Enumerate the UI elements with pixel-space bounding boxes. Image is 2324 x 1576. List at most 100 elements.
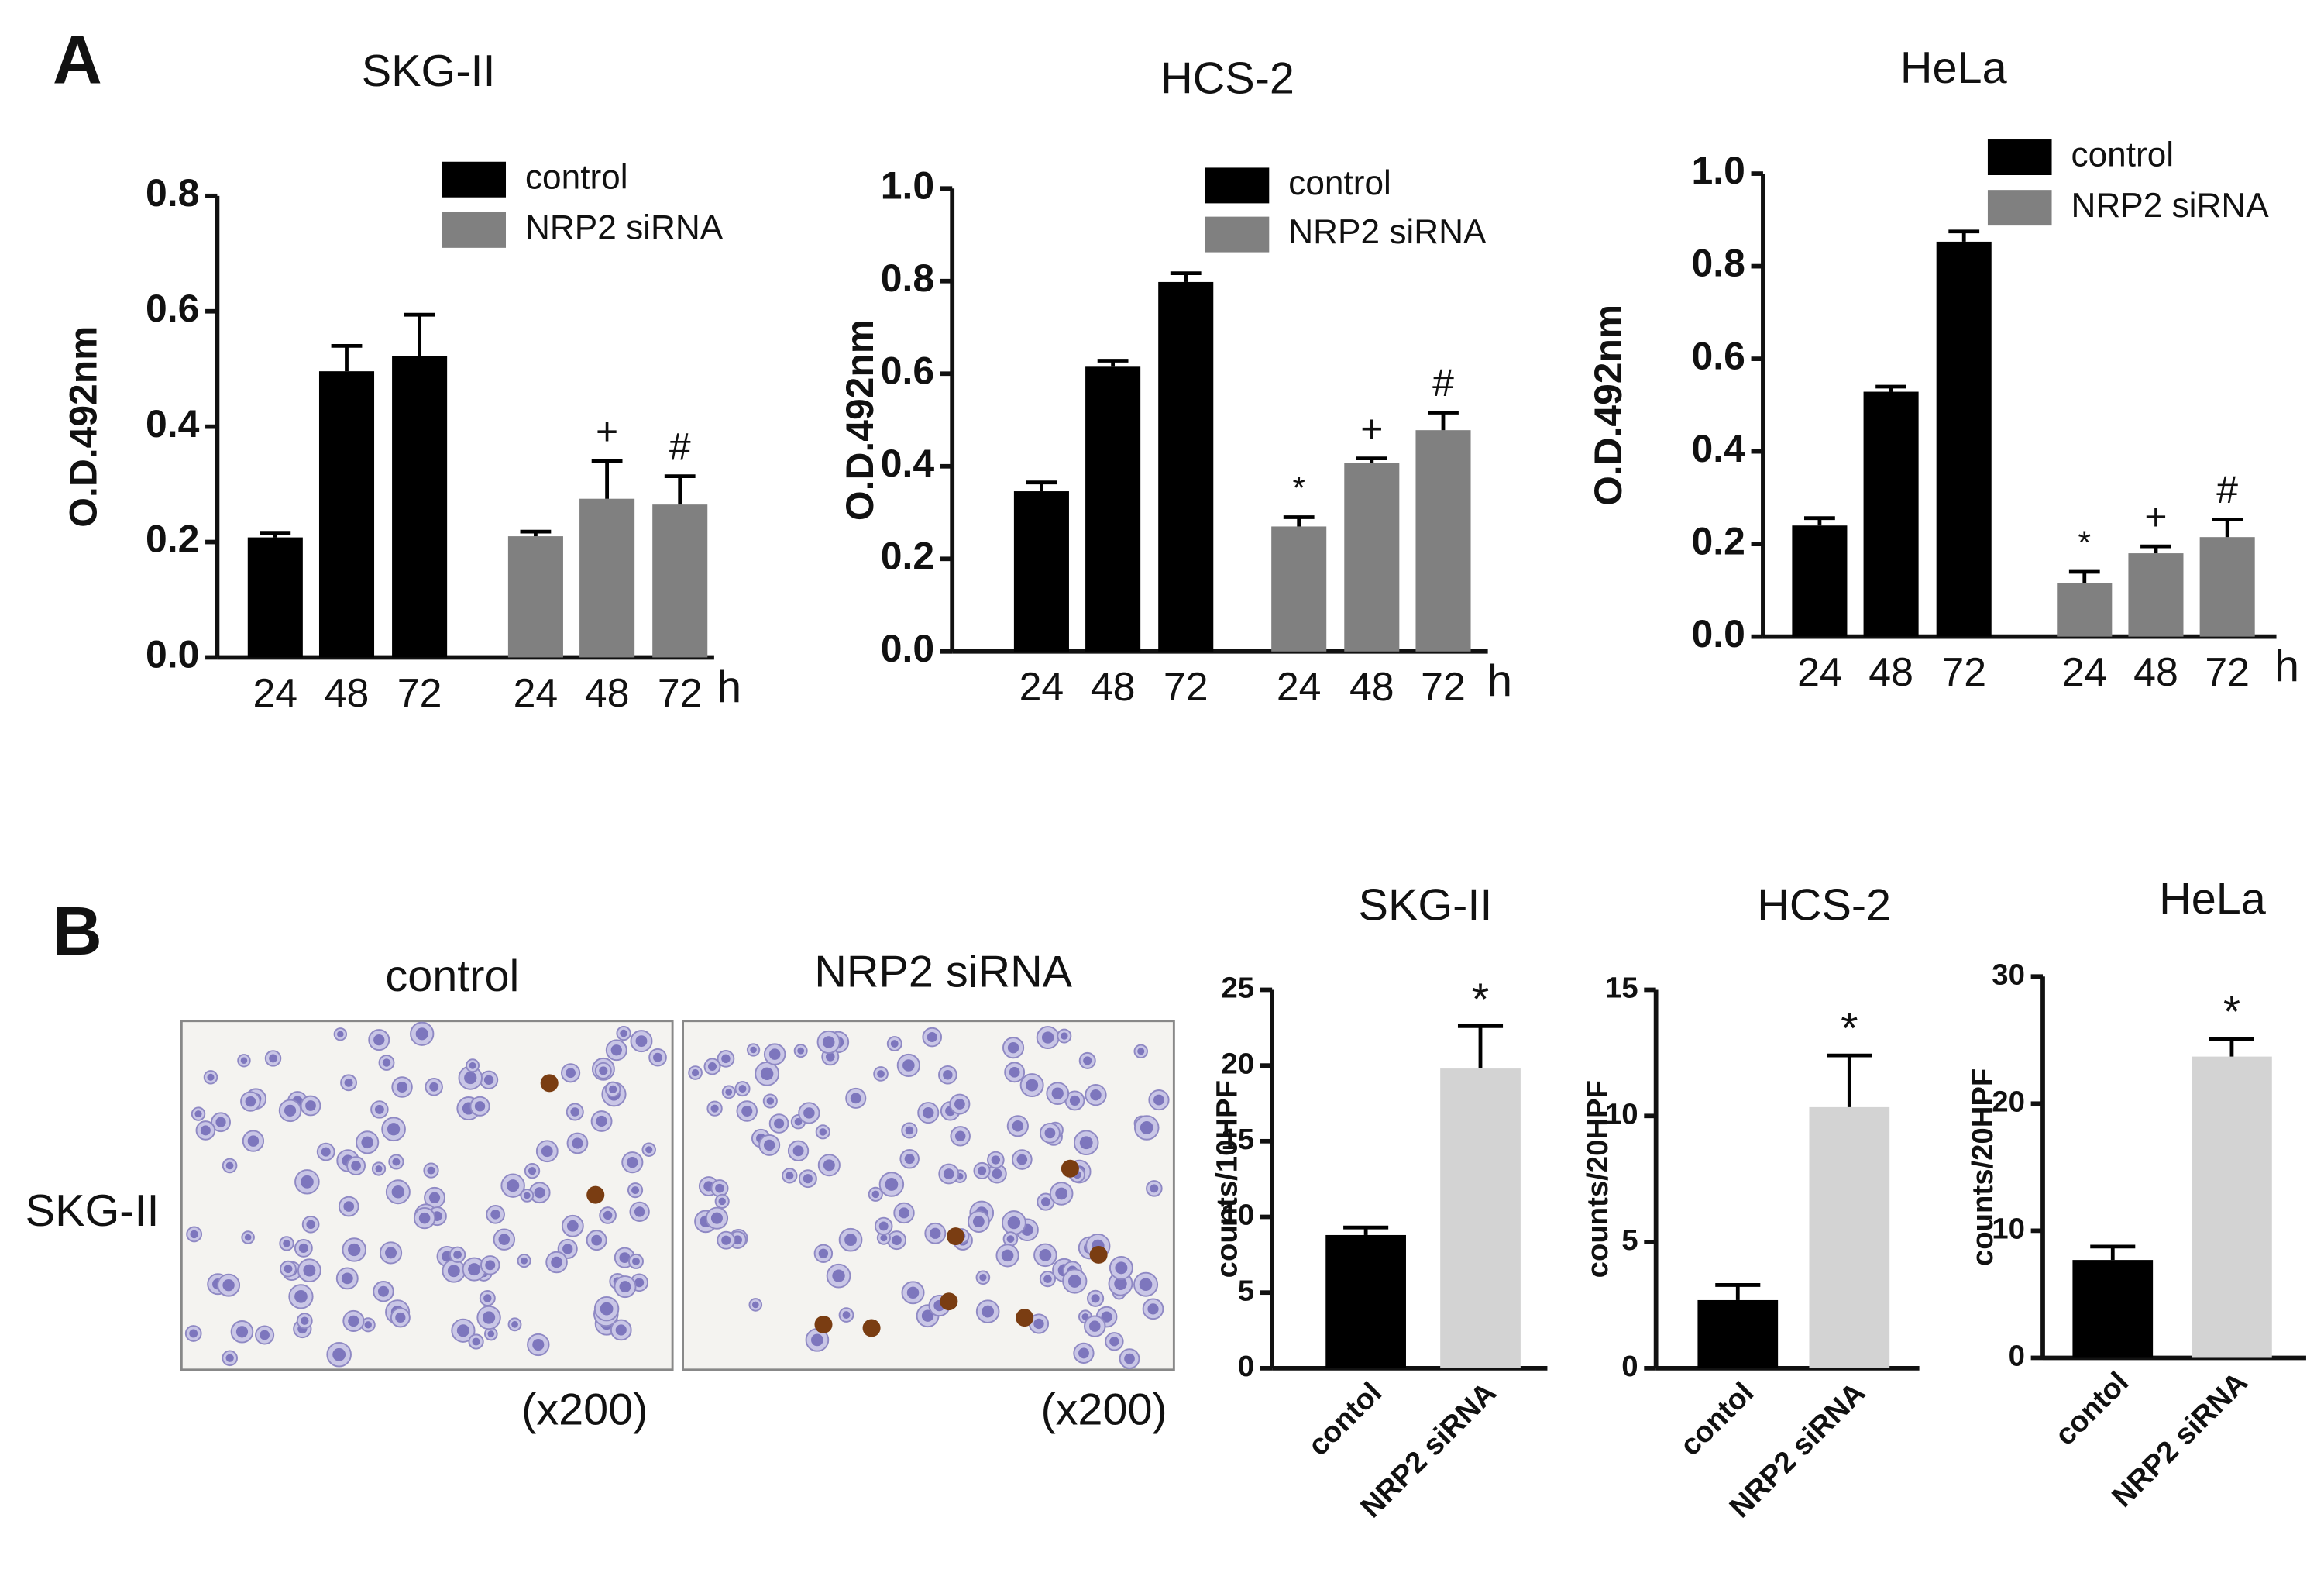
cell-nucleus (321, 1147, 331, 1157)
bar (1271, 526, 1327, 652)
panel-label: B (53, 893, 102, 969)
y-tick-label: 5 (1238, 1274, 1254, 1307)
cell-nucleus (1078, 1347, 1089, 1359)
cell-nucleus (428, 1192, 441, 1203)
cell-nucleus (1041, 1197, 1050, 1206)
cell-nucleus (447, 1265, 460, 1278)
y-tick-label: 30 (1992, 958, 2025, 991)
cell-nucleus (792, 1145, 804, 1157)
cell-nucleus (348, 1243, 361, 1257)
cell-nucleus (343, 1201, 355, 1212)
bar (247, 537, 303, 658)
cell-nucleus (1081, 1313, 1089, 1320)
cell-nucleus (1044, 1127, 1056, 1139)
cell-nucleus (738, 1085, 747, 1093)
x-tick-label: 72 (1941, 649, 1986, 694)
cell-nucleus (468, 1263, 481, 1276)
y-tick-label: 0.2 (1691, 519, 1745, 563)
x-tick-label: contol (1301, 1376, 1388, 1463)
cell-nucleus (528, 1167, 537, 1175)
cell-nucleus (619, 1252, 631, 1264)
cell-nucleus (905, 1126, 914, 1135)
stained-cell (540, 1074, 559, 1093)
chart-title: SKG-II (362, 46, 496, 96)
cell-nucleus (603, 1210, 613, 1220)
legend-label: NRP2 siRNA (525, 209, 724, 247)
chart-title: HCS-2 (1757, 880, 1891, 930)
micrograph (180, 1020, 674, 1371)
cell-nucleus (991, 1155, 1001, 1165)
y-tick-label: 0.0 (146, 633, 199, 676)
cell-nucleus (1041, 1031, 1054, 1044)
cell-nucleus (364, 1321, 372, 1329)
legend-label: control (525, 158, 628, 196)
cell-nucleus (979, 1274, 987, 1282)
significance-mark: # (669, 425, 691, 468)
bar (507, 536, 563, 658)
cell-nucleus (1067, 1275, 1081, 1288)
bar (1792, 525, 1848, 637)
stained-cell (1061, 1159, 1079, 1178)
cell-nucleus (1006, 1235, 1015, 1243)
cell-nucleus (570, 1107, 580, 1117)
cell-nucleus (1150, 1184, 1159, 1193)
x-tick-label: 24 (1277, 664, 1322, 709)
y-tick-label: 1.0 (881, 163, 934, 207)
cell-nucleus (1039, 1249, 1052, 1261)
cell-nucleus (871, 1190, 880, 1199)
cell-nucleus (1115, 1261, 1128, 1275)
cell-nucleus (1055, 1187, 1068, 1200)
cell-nucleus (898, 1207, 910, 1219)
cell-nucleus (1140, 1121, 1153, 1134)
bar (1013, 491, 1069, 652)
x-tick-label: 48 (585, 670, 630, 715)
cell-nucleus (498, 1234, 511, 1245)
cell-nucleus (300, 1175, 314, 1189)
cell-nucleus (615, 1324, 627, 1336)
significance-mark: + (2144, 495, 2167, 539)
x-tick-label: 48 (1349, 664, 1394, 709)
cell-nucleus (620, 1029, 627, 1037)
cell-nucleus (344, 1078, 353, 1087)
y-tick-label: 5 (1621, 1223, 1638, 1257)
bar (1344, 463, 1400, 652)
cell-nucleus (464, 1071, 477, 1085)
cell-nucleus (240, 1057, 248, 1065)
cell-nucleus (721, 1235, 731, 1245)
x-tick-label: 48 (1091, 664, 1136, 709)
y-tick-label: 0.6 (146, 287, 199, 330)
cell-nucleus (978, 1166, 987, 1175)
cell-nucleus (818, 1248, 829, 1258)
stained-cell (947, 1227, 965, 1246)
cell-nucleus (619, 1281, 631, 1293)
y-tick-label: 15 (1605, 972, 1638, 1005)
cell-nucleus (609, 1085, 617, 1094)
cell-nucleus (725, 1089, 733, 1096)
cell-nucleus (1088, 1320, 1101, 1332)
cell-nucleus (707, 1062, 717, 1072)
cell-nucleus (1033, 1318, 1044, 1330)
cell-nucleus (377, 1285, 389, 1297)
bar (1085, 366, 1141, 652)
cell-nucleus (822, 1036, 835, 1048)
cell-nucleus (710, 1104, 719, 1113)
y-axis-label: counts/10HPF (1211, 1080, 1244, 1278)
y-tick-label: 0.2 (881, 535, 934, 578)
chart-title: HeLa (1900, 43, 2007, 93)
bar (318, 371, 375, 658)
legend-swatch (1987, 139, 2052, 175)
cell-nucleus (483, 1294, 492, 1302)
cell-nucleus (1026, 1079, 1039, 1092)
y-tick-label: 0 (1621, 1350, 1638, 1383)
x-unit: h (1487, 656, 1512, 706)
cell-nucleus (222, 1278, 235, 1292)
legend-swatch (1205, 167, 1270, 204)
cell-nucleus (245, 1096, 256, 1107)
cell-nucleus (260, 1330, 270, 1340)
x-tick-label: 48 (2133, 649, 2178, 694)
y-tick-label: 15 (1221, 1123, 1254, 1156)
cell-nucleus (921, 1309, 934, 1322)
cell-nucleus (691, 1068, 700, 1077)
cell-nucleus (507, 1179, 520, 1192)
cell-nucleus (943, 1070, 953, 1080)
